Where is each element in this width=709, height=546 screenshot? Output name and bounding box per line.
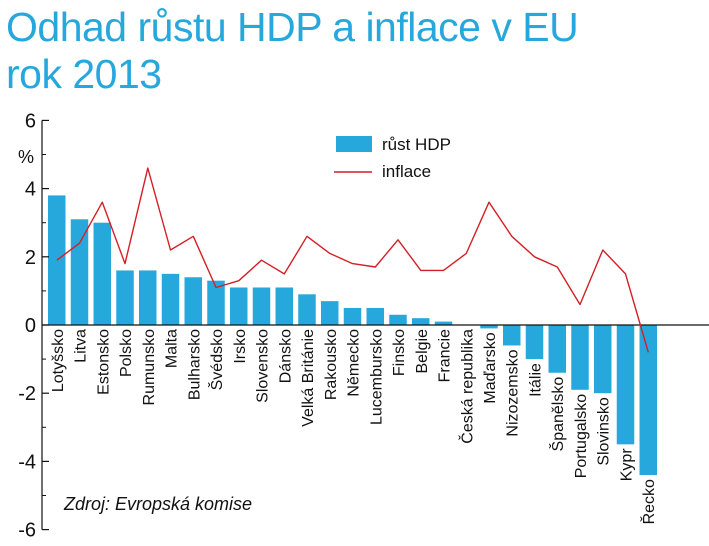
category-label: Lucembursko [368, 329, 385, 425]
category-label: Polsko [118, 329, 135, 377]
source-note: Zdroj: Evropská komise [63, 494, 252, 514]
category-label: Bulharsko [186, 329, 203, 400]
bar-gdp [298, 294, 316, 325]
category-label: Estonsko [95, 329, 112, 395]
axis-layer: 6 4 2 0 -2 -4 -6 [18, 110, 709, 542]
category-label: Česká republika [457, 329, 476, 444]
bar-gdp [161, 273, 180, 325]
inflation-line [56, 167, 649, 353]
y-tick-label: -4 [18, 451, 36, 473]
y-tick-label: 2 [25, 247, 36, 269]
bar-gdp [571, 325, 589, 390]
bar-gdp [70, 219, 89, 325]
category-label: Rumunsko [141, 329, 158, 406]
category-label: Francie [437, 329, 454, 382]
title-line-2: rok 2013 [6, 51, 162, 97]
bar-gdp [207, 280, 225, 325]
category-label: Irsko [232, 329, 249, 364]
bars-layer [48, 195, 657, 476]
category-label: Maďarsko [482, 332, 499, 403]
bar-gdp [230, 287, 248, 325]
y-tick-label: 6 [25, 110, 36, 132]
category-label: Nizozemsko [505, 349, 522, 436]
category-label: Slovinsko [596, 397, 613, 466]
category-label: Španělsko [548, 377, 567, 452]
bar-gdp [184, 277, 202, 325]
bar-gdp [343, 307, 362, 325]
bar-gdp [139, 270, 157, 325]
bar-gdp [366, 307, 384, 325]
legend-label-gdp: růst HDP [382, 135, 451, 154]
bar-gdp [321, 301, 339, 325]
category-label: Velká Británie [300, 329, 317, 427]
y-tick-label: -2 [18, 383, 36, 405]
category-label: Rakousko [323, 329, 340, 400]
bar-gdp [434, 321, 453, 325]
line-layer [56, 167, 649, 353]
bar-gdp [116, 270, 134, 325]
category-label: Řecko [639, 479, 658, 524]
chart-title: Odhad růstu HDP a inflace v EU rok 2013 [6, 4, 579, 98]
category-label: Litva [73, 329, 90, 363]
bar-gdp [525, 325, 544, 360]
category-label: Lotyšsko [50, 329, 67, 392]
bar-gdp [480, 325, 498, 329]
y-tick-label: 4 [25, 179, 36, 201]
bar-gdp [93, 222, 111, 325]
category-label: Švédsko [207, 329, 226, 390]
category-label: Německo [346, 329, 363, 397]
category-label: Dánsko [277, 329, 294, 383]
bar-gdp [616, 325, 635, 445]
bar-gdp [548, 325, 566, 373]
label-layer: Lotyšsko Litva Estonsko Polsko Rumunsko Malta… [50, 329, 659, 525]
category-label: Slovensko [255, 329, 272, 403]
y-tick-label: 0 [25, 315, 36, 337]
category-label: Finsko [391, 329, 408, 376]
y-unit-label: % [18, 147, 34, 167]
title-line-1: Odhad růstu HDP a inflace v EU [6, 4, 579, 50]
bar-gdp [48, 195, 66, 325]
bar-gdp [252, 287, 271, 325]
legend-swatch-gdp [336, 136, 372, 152]
bar-gdp [389, 314, 407, 325]
bar-gdp [275, 287, 293, 325]
bar-gdp [412, 318, 430, 325]
category-label: Itálie [528, 363, 545, 397]
bar-gdp [503, 325, 521, 346]
category-label: Malta [164, 329, 181, 368]
category-label: Belgie [414, 329, 431, 374]
category-label: Kypr [619, 448, 636, 482]
y-tick-label: -6 [18, 520, 36, 542]
bar-gdp [594, 325, 612, 394]
legend: růst HDP inflace [334, 135, 451, 181]
bar-gdp [639, 325, 657, 476]
category-label: Portugalsko [573, 394, 590, 479]
legend-label-inflation: inflace [382, 162, 431, 181]
